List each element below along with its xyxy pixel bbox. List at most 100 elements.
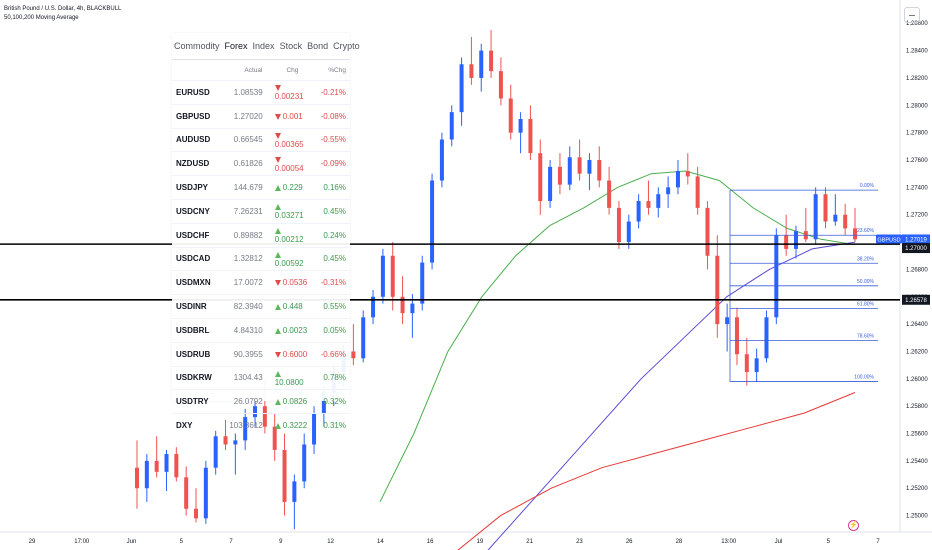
tab-index[interactable]: Index bbox=[252, 41, 275, 51]
ticker-change: 0.0023 bbox=[263, 326, 312, 335]
candle-body bbox=[626, 221, 631, 243]
ticker-change: 0.00212 bbox=[263, 226, 312, 244]
fib-level-label: 23.60% bbox=[857, 228, 875, 234]
ticker-row[interactable]: USDINR 82.3940 0.448 0.55% bbox=[172, 294, 350, 318]
x-tick-label: 26 bbox=[626, 539, 633, 545]
ticker-row[interactable]: USDJPY 144.679 0.229 0.16% bbox=[172, 175, 350, 199]
tab-bond[interactable]: Bond bbox=[307, 41, 329, 51]
price-labels: GBPUSD 1.27019 1.27000 1.26578 bbox=[876, 234, 930, 305]
ticker-actual: 82.3940 bbox=[233, 302, 263, 312]
ticker-symbol: GBPUSD bbox=[176, 111, 211, 121]
candle-body bbox=[784, 235, 789, 249]
ticker-change-value: 0.00592 bbox=[274, 258, 304, 268]
arrow-up-icon bbox=[274, 204, 281, 211]
candle-body bbox=[715, 255, 720, 325]
fib-retracement[interactable]: 0.00% 23.60% 38.20% 50.00% 61.80% 78.60% 100.0… bbox=[729, 183, 878, 382]
ticker-change-value: 0.0023 bbox=[282, 325, 308, 335]
ticker-row[interactable]: NZDUSD 0.61826 0.00054 -0.09% bbox=[172, 151, 350, 175]
horizontal-lines[interactable] bbox=[0, 243, 900, 301]
ticker-pct: -0.21% bbox=[320, 87, 346, 97]
ticker-row[interactable]: GBPUSD 1.27020 0.001 -0.08% bbox=[172, 103, 350, 128]
ticker-row[interactable]: EURUSD 1.08539 0.00231 -0.21% bbox=[172, 80, 350, 104]
y-tick-label: 1.26200 bbox=[906, 349, 928, 355]
lightning-icon[interactable]: ⚡ bbox=[848, 520, 859, 531]
ma100-line bbox=[487, 241, 856, 550]
candle-body bbox=[253, 406, 258, 418]
candle-body bbox=[764, 317, 769, 359]
price-axis[interactable]: 1.28600 1.28400 1.28200 1.28000 1.27800 1.276… bbox=[906, 21, 928, 519]
arrow-down-icon bbox=[274, 113, 281, 120]
candle-body bbox=[518, 118, 523, 133]
candle-body bbox=[371, 296, 376, 318]
candle-body bbox=[695, 176, 700, 208]
candle-body bbox=[656, 194, 661, 208]
tab-stock[interactable]: Stock bbox=[279, 41, 303, 51]
candle-body bbox=[744, 354, 749, 372]
candle-body bbox=[233, 440, 238, 445]
tab-forex[interactable]: Forex bbox=[224, 41, 248, 51]
candle-body bbox=[548, 166, 553, 202]
candle-body bbox=[420, 262, 425, 304]
ticker-symbol: USDJPY bbox=[176, 183, 209, 193]
x-tick-label: 7 bbox=[876, 539, 880, 545]
candle-body bbox=[528, 118, 533, 154]
candle-body bbox=[184, 477, 189, 509]
arrow-up-icon bbox=[274, 184, 281, 191]
ticker-change: 0.00054 bbox=[263, 155, 312, 173]
arrow-up-icon bbox=[274, 370, 281, 377]
candle-body bbox=[479, 50, 484, 78]
ticker-row[interactable]: USDCHF 0.89882 0.00212 0.24% bbox=[172, 222, 350, 247]
ticker-actual: 0.89882 bbox=[233, 230, 263, 240]
y-tick-label: 1.28200 bbox=[906, 76, 928, 82]
price-tag bbox=[902, 294, 930, 305]
y-tick-label: 1.27400 bbox=[906, 185, 928, 191]
x-tick-label: 5 bbox=[180, 539, 184, 545]
y-tick-label: 1.25400 bbox=[906, 459, 928, 465]
x-tick-label: 19 bbox=[477, 539, 484, 545]
candle-body bbox=[754, 358, 759, 372]
ticker-widget: Commodity Forex Index Stock Bond Crypto … bbox=[172, 33, 360, 430]
ticker-row[interactable]: USDCAD 1.32812 0.00592 0.45% bbox=[172, 246, 350, 271]
ticker-pct: -0.55% bbox=[320, 135, 346, 145]
ticker-row[interactable]: USDKRW 1304.43 10.0800 0.78% bbox=[172, 365, 350, 390]
ticker-row[interactable]: USDRUB 90.3955 0.6000 -0.66% bbox=[172, 341, 350, 366]
candle-body bbox=[557, 166, 562, 185]
candle-body bbox=[607, 180, 612, 208]
x-tick-label: 23 bbox=[576, 539, 583, 545]
indicator-legend: 50,100,200 Moving Average bbox=[4, 15, 79, 21]
candle-body bbox=[321, 392, 326, 414]
y-tick-label: 1.27600 bbox=[906, 158, 928, 164]
candle-body bbox=[469, 64, 474, 78]
ticker-row[interactable]: USDTRY 26.0792 0.0826 0.32% bbox=[172, 389, 350, 413]
ticker-pct: 0.31% bbox=[323, 421, 346, 431]
candle-body bbox=[813, 194, 818, 240]
y-tick-label: 1.27200 bbox=[906, 213, 928, 219]
x-tick-label: 5 bbox=[827, 539, 831, 545]
candle-body bbox=[194, 508, 199, 519]
ticker-pct: 0.55% bbox=[323, 302, 346, 312]
fib-level-label: 38.20% bbox=[857, 256, 875, 262]
x-tick-label: 16 bbox=[427, 539, 434, 545]
time-axis[interactable]: 29 17:00 Jun 5 7 9 12 14 16 19 21 23 26 28 13:00 Jul 5 7 bbox=[29, 539, 881, 545]
price-tag-text: 1.27019 bbox=[905, 237, 927, 243]
ticker-actual: 4.84310 bbox=[233, 325, 263, 335]
chart-settings-icon[interactable] bbox=[904, 7, 920, 23]
arrow-up-icon bbox=[274, 303, 281, 310]
fib-level-label: 0.00% bbox=[860, 183, 875, 189]
ticker-row[interactable]: USDBRL 4.84310 0.0023 0.05% bbox=[172, 317, 350, 342]
ticker-row[interactable]: DXY 103.3612 0.3222 0.31% bbox=[172, 413, 350, 437]
x-tick-label: 14 bbox=[377, 539, 384, 545]
ticker-change: 0.0536 bbox=[263, 278, 312, 287]
candle-body bbox=[410, 303, 415, 314]
ticker-row[interactable]: USDCNY 7.26231 0.03271 0.45% bbox=[172, 198, 350, 223]
candle-body bbox=[223, 436, 228, 445]
col-chg: Chg bbox=[286, 66, 299, 74]
tab-crypto[interactable]: Crypto bbox=[333, 41, 360, 51]
candle-body bbox=[616, 207, 621, 243]
ticker-row[interactable]: AUDUSD 0.66545 0.00365 -0.55% bbox=[172, 127, 350, 152]
ticker-symbol: EURUSD bbox=[176, 87, 210, 97]
ticker-row[interactable]: USDMXN 17.0072 0.0536 -0.31% bbox=[172, 270, 350, 294]
x-tick-label: 7 bbox=[229, 539, 233, 545]
tab-commodity[interactable]: Commodity bbox=[174, 41, 220, 51]
